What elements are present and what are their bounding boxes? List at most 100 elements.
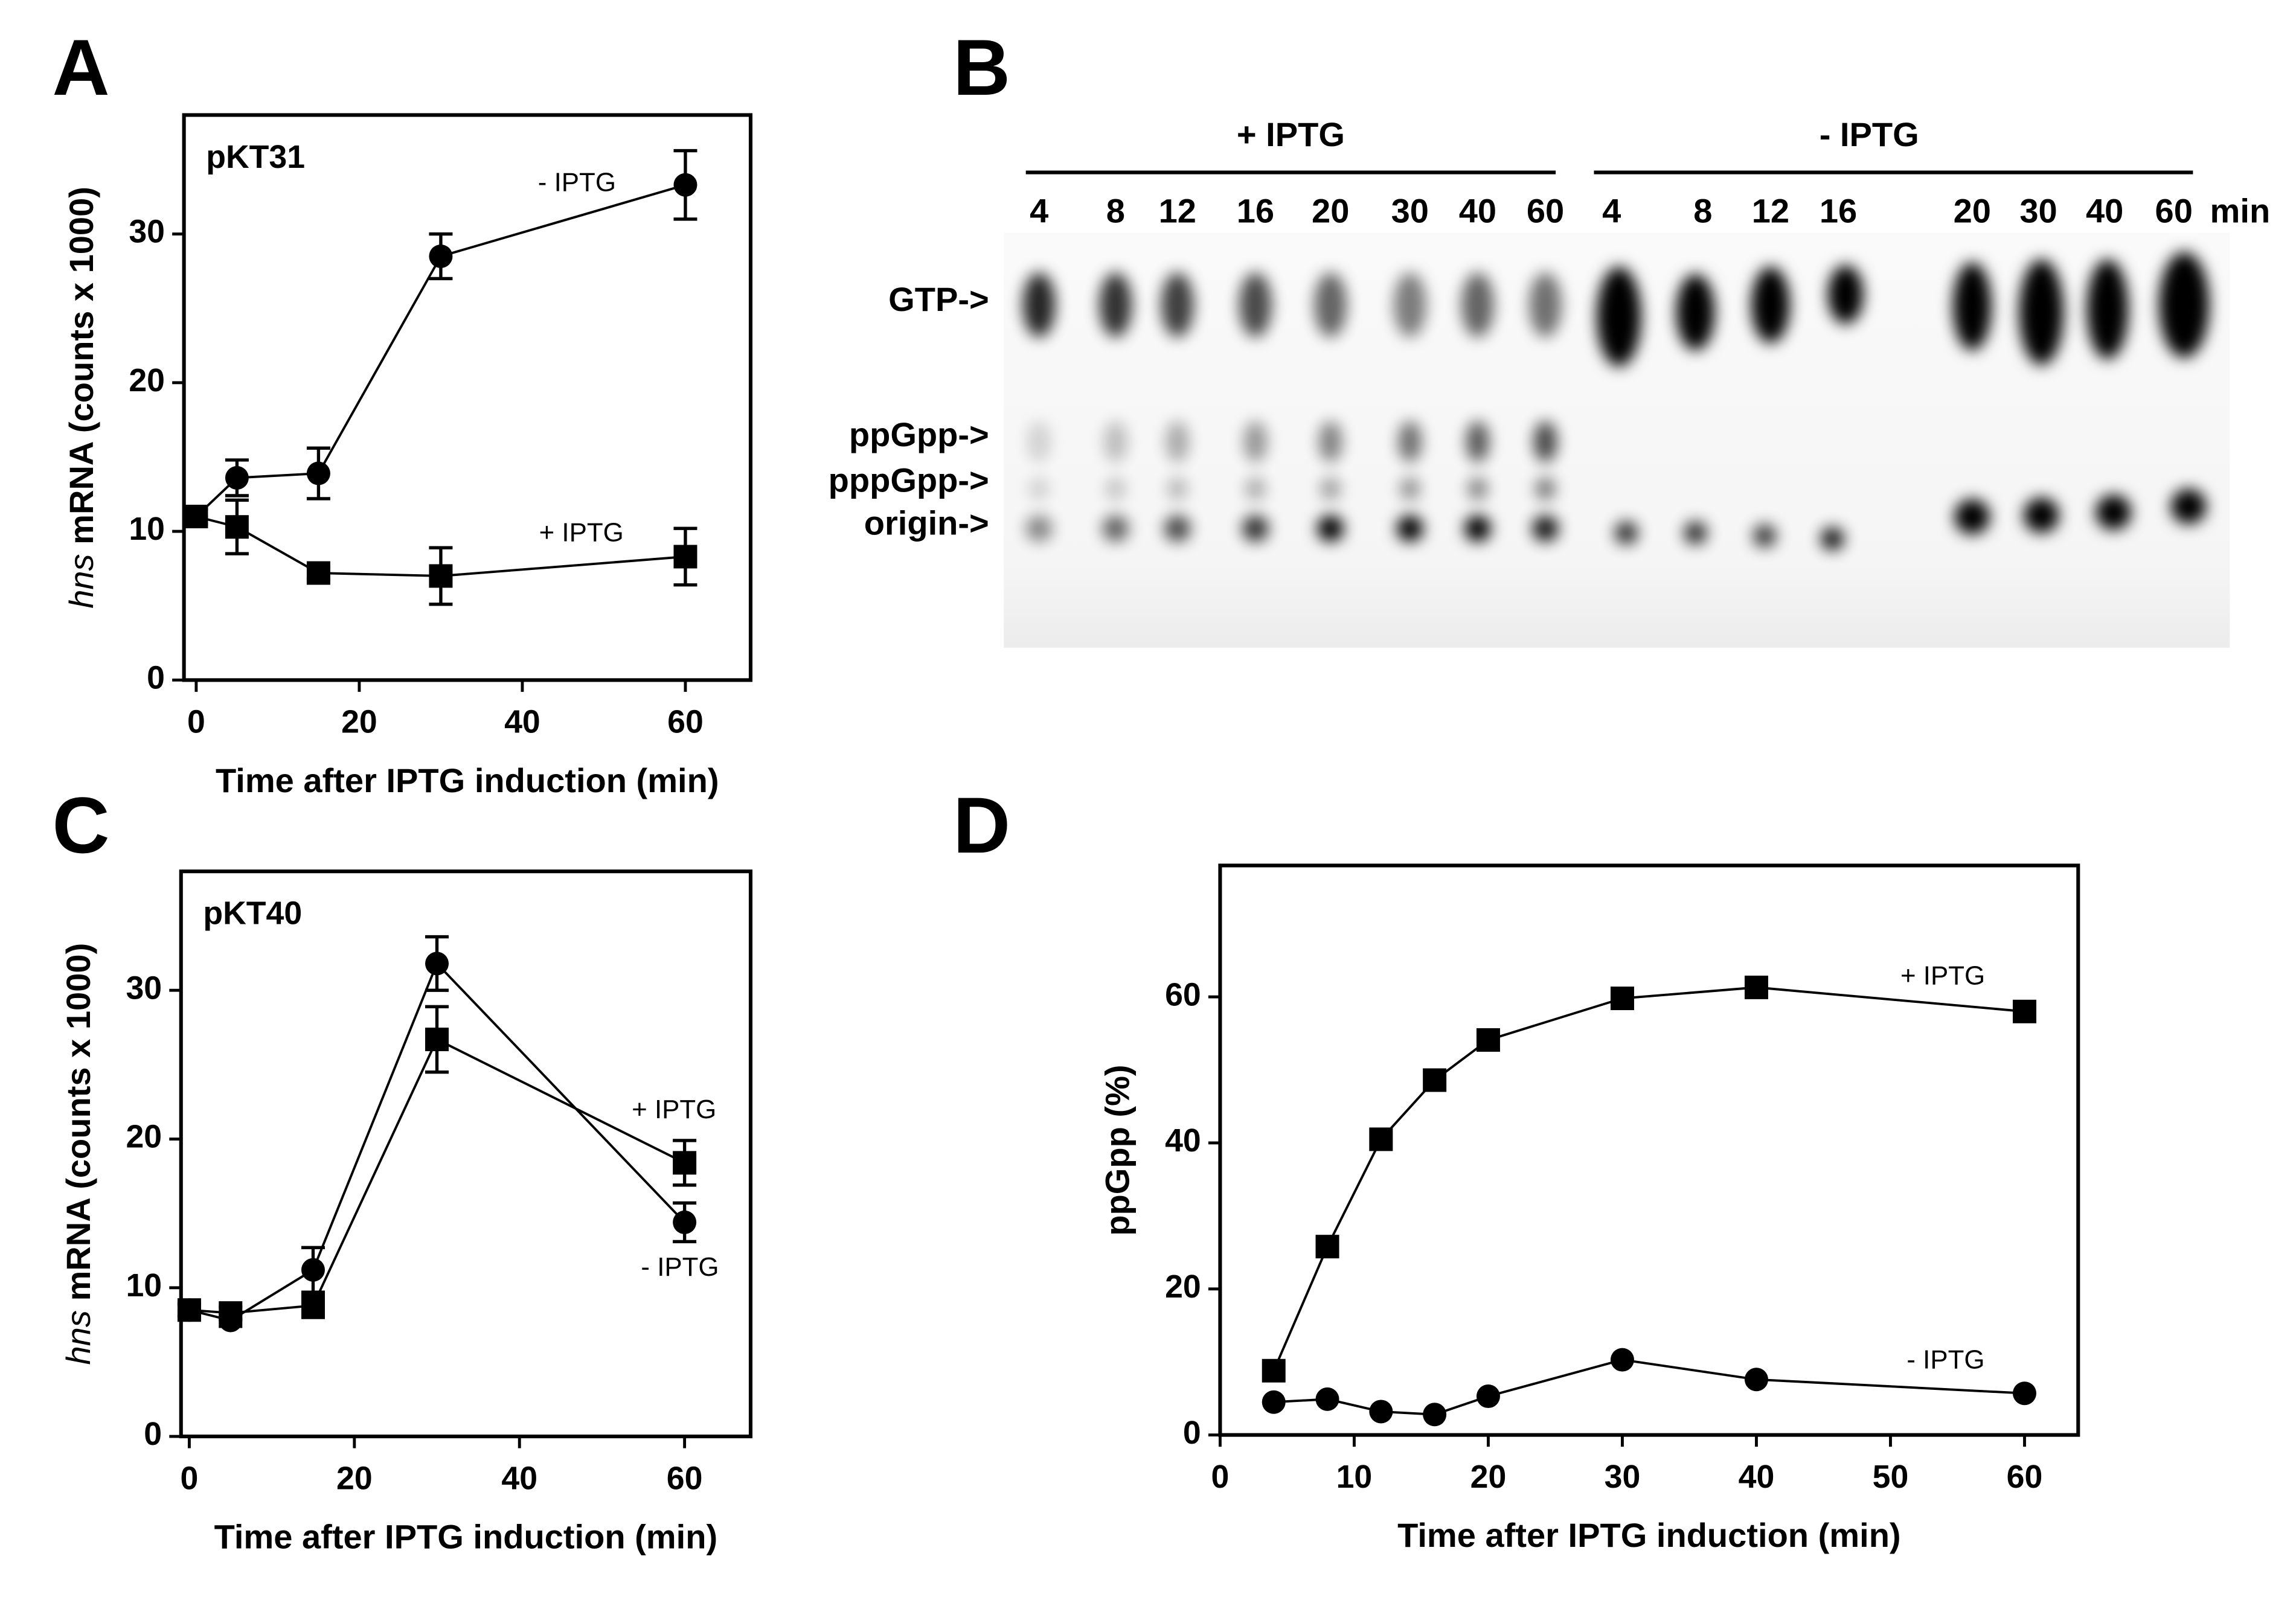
gel-spot: [2159, 252, 2210, 358]
gel-spot: [1102, 515, 1129, 542]
series-label: + IPTG: [1900, 961, 1985, 990]
plot-frame: [1218, 863, 2080, 1437]
marker-square: [1476, 1028, 1500, 1052]
gel-spot: [1099, 272, 1132, 338]
y-tick-label: 20: [1165, 1269, 1201, 1305]
marker-circle: [177, 1298, 201, 1322]
plot-frame: [182, 113, 753, 682]
marker-circle: [301, 1258, 325, 1282]
marker-square: [1262, 1358, 1286, 1383]
lane-label: 40: [1459, 192, 1496, 230]
panel-label: D: [953, 781, 1010, 869]
y-tick-label: 0: [1183, 1415, 1201, 1451]
marker-circle: [1369, 1400, 1393, 1424]
gel-spot: [1676, 274, 1715, 351]
gel-spot: [1533, 421, 1557, 462]
marker-square: [2012, 999, 2036, 1023]
y-axis-label: hns mRNA (counts x 1000): [59, 943, 97, 1365]
marker-circle: [1476, 1384, 1500, 1409]
y-axis-gene: hns: [59, 1310, 97, 1365]
marker-square: [225, 515, 249, 539]
group-label: - IPTG: [1820, 115, 1919, 153]
y-tick-label: 10: [126, 1267, 162, 1304]
gel-spot: [1239, 272, 1272, 338]
marker-circle: [673, 173, 697, 197]
marker-circle: [1315, 1387, 1339, 1411]
marker-square: [673, 1151, 697, 1175]
marker-circle: [1744, 1368, 1768, 1392]
x-tick-label: 0: [187, 704, 205, 740]
gel-spot: [1103, 421, 1127, 462]
gel-spot: [1464, 515, 1491, 542]
series-line: [1272, 986, 2025, 1372]
gel-spot: [1028, 477, 1050, 501]
marker-square: [1744, 975, 1768, 999]
y-tick-label: 30: [126, 970, 162, 1006]
gel-spot: [1461, 272, 1494, 338]
gel-spot: [1953, 262, 1992, 351]
lane-label: 16: [1237, 192, 1274, 230]
y-tick-label: 30: [129, 214, 165, 250]
gel-spot: [1318, 421, 1342, 462]
panel-annotation: pKT40: [203, 895, 302, 931]
y-axis-text: mRNA (counts x 1000): [59, 943, 97, 1301]
gel-spot: [1320, 477, 1341, 501]
marker-square: [1610, 987, 1634, 1011]
lane-label: 60: [1527, 192, 1564, 230]
gel-spot: [1242, 515, 1269, 542]
gel-spot: [1243, 421, 1268, 462]
series-label: - IPTG: [1906, 1345, 1984, 1374]
gel-spot: [1614, 521, 1638, 545]
gel-panel: B + IPTG - IPTG 4 8 12 16 20 30 40 60 4 8 12 16 20 30 40 6…: [829, 23, 2271, 551]
gel-spot: [1398, 421, 1422, 462]
gel-spot: [1532, 515, 1559, 542]
marker-circle: [306, 461, 330, 485]
lane-label: 12: [1752, 192, 1789, 230]
x-tick-label: 60: [667, 1460, 703, 1496]
gel-spot: [1752, 524, 1777, 548]
y-axis-text: ppGpp (%): [1098, 1064, 1137, 1235]
x-tick-label: 20: [1470, 1459, 1507, 1495]
marker-circle: [429, 244, 453, 268]
marker-square: [673, 545, 697, 569]
gel-spot: [1597, 266, 1641, 367]
lane-label: 20: [1312, 192, 1349, 230]
x-tick-label: 40: [1739, 1459, 1775, 1495]
gel-spot: [1161, 272, 1194, 338]
gel-spot: [1827, 265, 1864, 324]
lane-label: 12: [1159, 192, 1196, 230]
lane-label: 16: [1820, 192, 1857, 230]
x-tick-label: 40: [504, 704, 540, 740]
lane-label: 60: [2155, 192, 2193, 230]
gel-spot: [1466, 421, 1490, 462]
gel-spot: [1166, 421, 1190, 462]
lane-label: 20: [1954, 192, 1991, 230]
marker-square: [306, 561, 330, 585]
lane-label: 8: [1693, 192, 1712, 230]
lane-label: 30: [2019, 192, 2057, 230]
gel-spot: [1820, 526, 1844, 551]
gel-spot: [1954, 499, 1990, 535]
y-axis-label: ppGpp (%): [1098, 1064, 1137, 1235]
y-tick-label: 20: [129, 362, 165, 398]
gel-spot: [1245, 477, 1266, 501]
band-label: pppGpp->: [829, 461, 989, 499]
marker-circle: [1423, 1403, 1447, 1427]
lane-unit: min: [2210, 192, 2271, 230]
gel-spot: [1529, 272, 1562, 338]
lane-label: 40: [2086, 192, 2123, 230]
marker-square: [1369, 1127, 1393, 1151]
x-axis-label: Time after IPTG induction (min): [216, 761, 719, 799]
x-tick-label: 20: [336, 1460, 373, 1496]
gel-spot: [1027, 421, 1051, 462]
group-label: + IPTG: [1237, 115, 1345, 153]
gel-spot: [1684, 521, 1708, 545]
panel-label: C: [53, 781, 110, 869]
gel-spot: [1167, 477, 1188, 501]
marker-circle: [425, 952, 449, 976]
series-label: + IPTG: [632, 1095, 716, 1124]
marker-circle: [2012, 1381, 2036, 1406]
band-label: ppGpp->: [849, 415, 989, 453]
